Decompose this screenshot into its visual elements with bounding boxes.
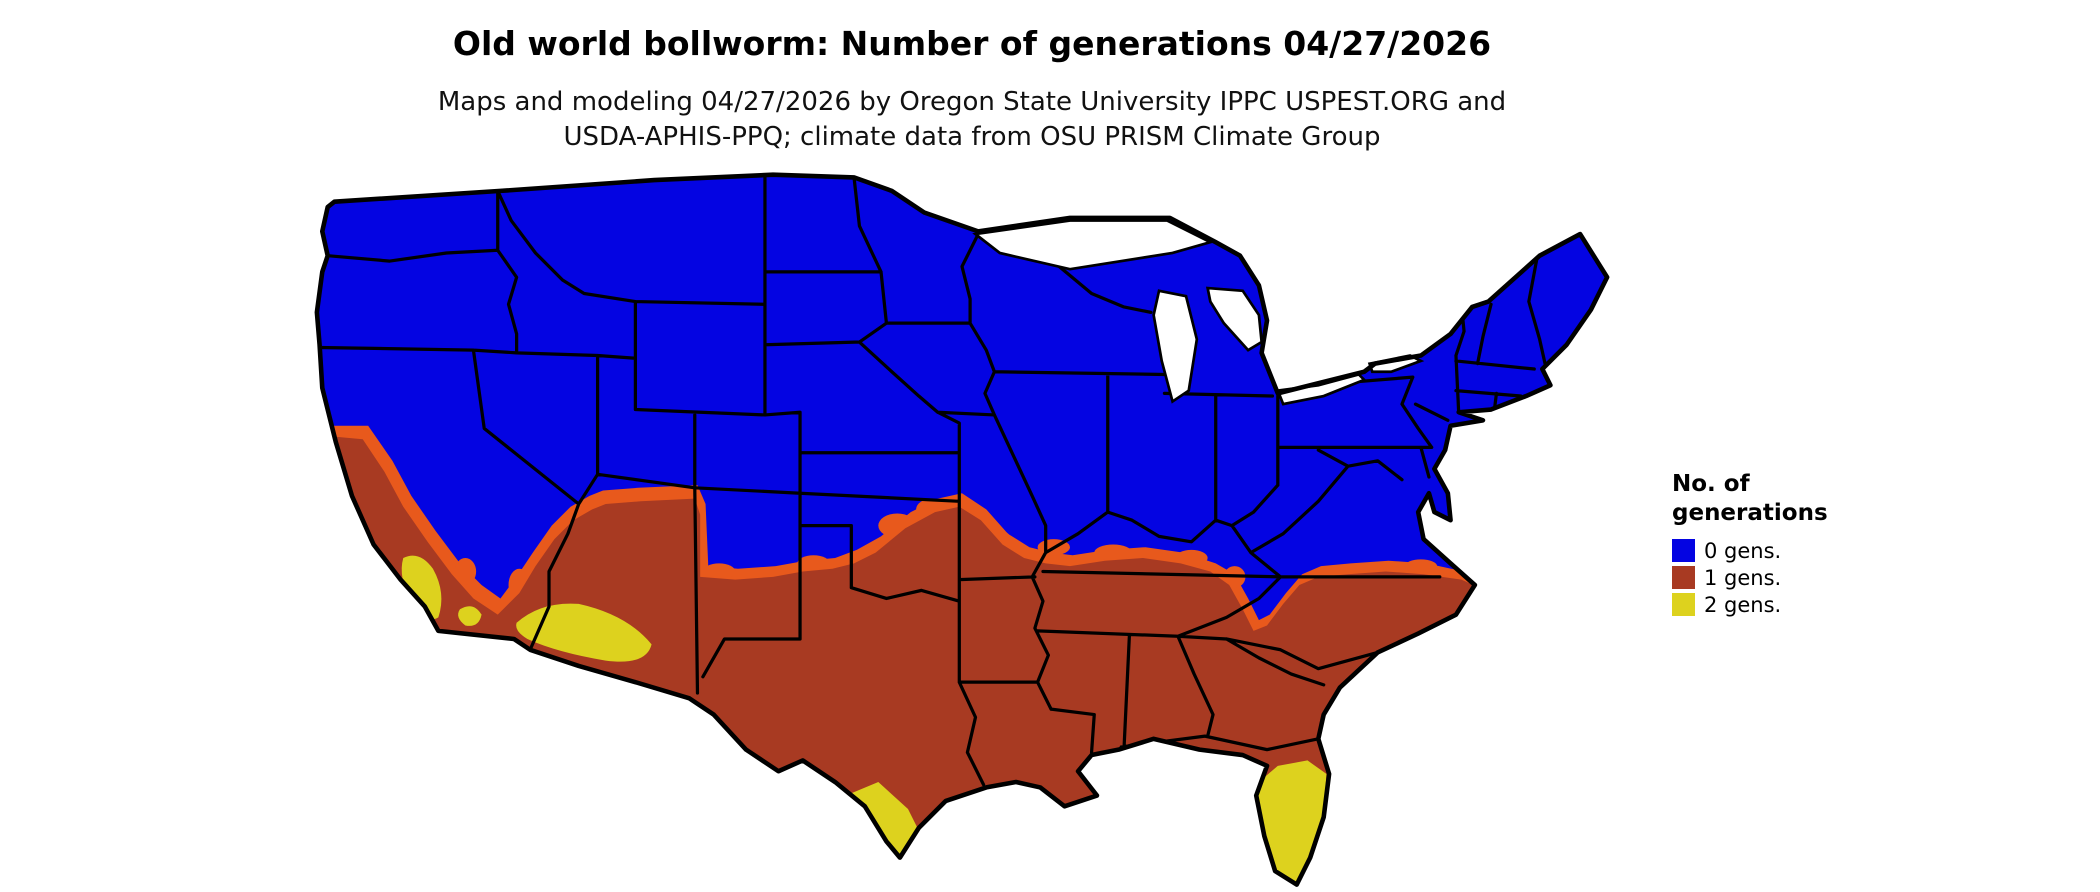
legend-item-2-gens: 2 gens. <box>1672 591 1828 618</box>
transition-speckles <box>454 498 1438 602</box>
legend-swatch-0-gens <box>1672 539 1695 562</box>
page-title: Old world bollworm: Number of generation… <box>452 24 1492 63</box>
legend-label-0-gens: 0 gens. <box>1704 538 1782 563</box>
two-gens-arizona <box>516 603 652 662</box>
two-gens-florida <box>1256 760 1327 885</box>
lake-huron <box>1205 286 1264 352</box>
lake-michigan <box>1152 289 1199 404</box>
header: Old world bollworm: Number of generation… <box>0 24 1944 155</box>
us-outline <box>314 172 1610 887</box>
legend-item-0-gens: 0 gens. <box>1672 537 1828 564</box>
legend-item-1-gens: 1 gens. <box>1672 564 1828 591</box>
us-map-svg <box>314 172 1610 887</box>
state-borders <box>317 175 1547 787</box>
legend-label-1-gens: 1 gens. <box>1704 565 1782 590</box>
legend-swatch-1-gens <box>1672 566 1695 589</box>
legend-title: No. of generations <box>1672 470 1828 528</box>
legend-title-line-2: generations <box>1672 500 1828 526</box>
credits-line-1: Maps and modeling 04/27/2026 by Oregon S… <box>437 87 1507 117</box>
us-generations-map <box>314 172 1610 890</box>
two-gens-imperial <box>458 606 482 626</box>
region-two-generations <box>401 555 1327 885</box>
two-gens-south-texas <box>845 782 919 858</box>
map-legend: No. of generations 0 gens. 1 gens. 2 gen… <box>1672 470 1828 618</box>
credits-line-2: USDA-APHIS-PPQ; climate data from OSU PR… <box>563 122 1381 152</box>
map-credits: Maps and modeling 04/27/2026 by Oregon S… <box>0 85 1944 155</box>
legend-items: 0 gens. 1 gens. 2 gens. <box>1672 537 1828 618</box>
great-lakes <box>972 219 1425 406</box>
legend-title-line-1: No. of <box>1672 471 1750 497</box>
legend-swatch-2-gens <box>1672 593 1695 616</box>
lake-superior <box>972 219 1215 271</box>
legend-label-2-gens: 2 gens. <box>1704 592 1782 617</box>
